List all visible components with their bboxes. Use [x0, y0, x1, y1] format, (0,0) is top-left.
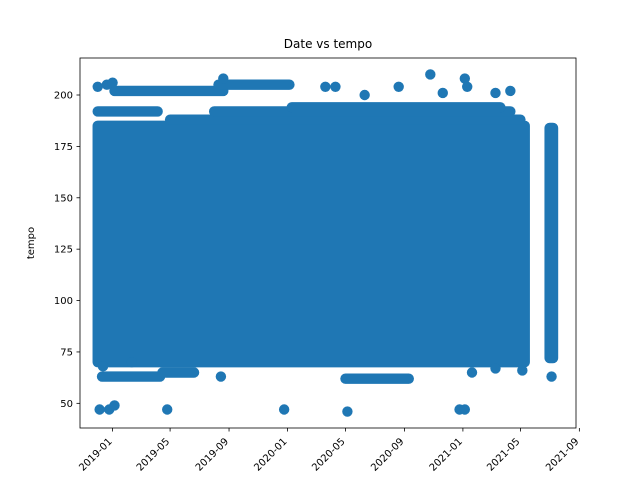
y-tick-label: 50	[60, 399, 73, 410]
scatter-point	[342, 406, 353, 417]
scatter-point	[490, 363, 501, 374]
y-tick-label: 175	[54, 142, 73, 153]
y-tick-label: 125	[54, 245, 73, 256]
point-row	[286, 102, 506, 113]
y-tick-label: 100	[54, 296, 73, 307]
plot-frame	[79, 57, 577, 429]
point-row	[164, 114, 526, 125]
y-axis: 50 75 100 125 150 175 200	[54, 91, 80, 410]
scatter-point	[278, 404, 290, 415]
scatter-point	[215, 371, 227, 382]
scatter-point	[517, 365, 528, 376]
y-axis-label: tempo	[26, 227, 37, 259]
dense-point-band	[92, 120, 530, 368]
scatter-point	[330, 81, 341, 92]
scatter-point	[466, 367, 478, 378]
scatter-point	[459, 404, 471, 415]
point-row	[92, 106, 163, 117]
point-row	[96, 371, 166, 382]
scatter-point	[462, 81, 473, 92]
chart-title: Date vs tempo	[284, 37, 372, 51]
scatter-point	[97, 361, 109, 372]
scatter-point	[92, 81, 103, 92]
late-point-cluster	[544, 122, 559, 364]
point-row	[109, 85, 229, 97]
scatter-point	[359, 89, 370, 101]
scatter-point	[490, 87, 501, 99]
scatter-point	[126, 357, 137, 368]
scatter-point	[109, 400, 120, 411]
scatter-point	[320, 81, 331, 92]
y-tick-label: 200	[54, 91, 73, 102]
scatter-point	[546, 371, 557, 382]
scatter-point	[94, 404, 105, 415]
y-tick-label: 150	[54, 193, 73, 204]
point-row	[213, 79, 295, 90]
scatter-point	[162, 404, 173, 415]
scatter-point	[107, 77, 118, 88]
scatter-marks	[92, 69, 559, 417]
scatter-point	[437, 87, 448, 99]
scatter-point	[459, 73, 471, 84]
scatter-point	[218, 73, 229, 84]
y-tick-label: 75	[60, 347, 73, 358]
scatter-point	[505, 85, 516, 97]
scatter-point	[425, 69, 436, 80]
point-row	[157, 367, 200, 378]
point-row	[340, 373, 414, 384]
scatter-point	[393, 81, 404, 92]
